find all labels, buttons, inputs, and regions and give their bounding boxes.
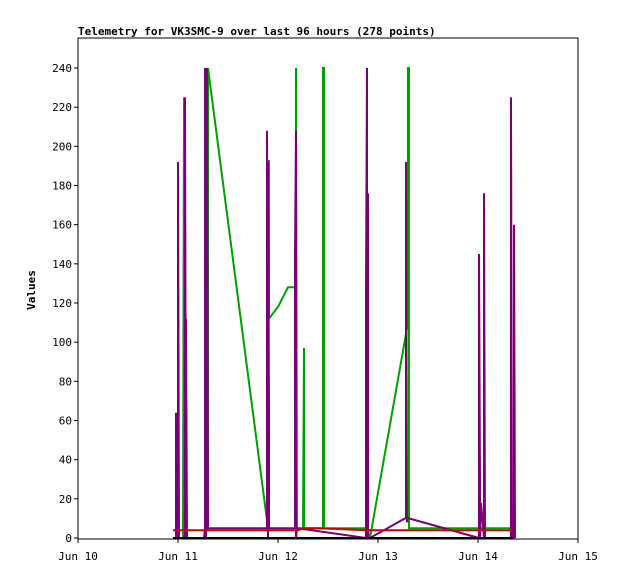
plot-frame bbox=[77, 37, 579, 540]
x-tick-label: Jun 12 bbox=[258, 550, 298, 563]
y-tick-label: 100 bbox=[52, 336, 72, 349]
series-line-3 bbox=[173, 527, 513, 532]
x-tick-label: Jun 11 bbox=[158, 550, 198, 563]
y-axis: 0 20 40 60 80 100 120 140 160 180 200 220 240 bbox=[52, 62, 78, 545]
x-tick-label: Jun 13 bbox=[358, 550, 398, 563]
series-line-2 bbox=[173, 67, 516, 540]
plot-area bbox=[77, 37, 579, 540]
y-tick-label: 180 bbox=[52, 180, 72, 193]
chart-title: Telemetry for VK3SMC-9 over last 96 hour… bbox=[78, 25, 436, 38]
y-tick-label: 140 bbox=[52, 258, 72, 271]
y-tick-label: 120 bbox=[52, 297, 72, 310]
series-layer bbox=[173, 67, 516, 540]
y-tick-label: 40 bbox=[59, 454, 72, 467]
y-tick-label: 220 bbox=[52, 101, 72, 114]
y-tick-label: 240 bbox=[52, 62, 72, 75]
y-tick-label: 80 bbox=[59, 375, 72, 388]
y-tick-label: 20 bbox=[59, 493, 72, 506]
x-tick-label: Jun 15 bbox=[558, 550, 598, 563]
y-tick-label: 200 bbox=[52, 140, 72, 153]
y-tick-label: 60 bbox=[59, 415, 72, 428]
x-axis: Jun 10 Jun 11 Jun 12 Jun 13 Jun 14 Jun 15 bbox=[58, 539, 598, 563]
y-tick-label: 0 bbox=[65, 532, 72, 545]
x-tick-label: Jun 14 bbox=[458, 550, 498, 563]
x-tick-label: Jun 10 bbox=[58, 550, 98, 563]
y-axis-label: Values bbox=[25, 270, 38, 310]
y-tick-label: 160 bbox=[52, 219, 72, 232]
